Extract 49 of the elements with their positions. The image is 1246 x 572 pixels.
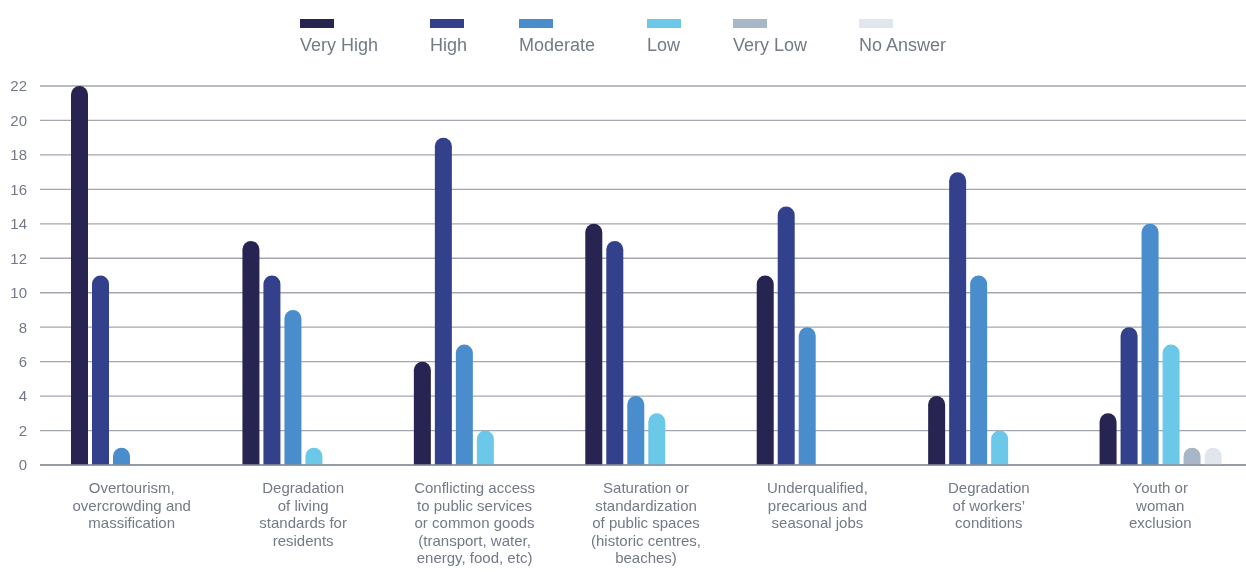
y-tick-label: 20 xyxy=(10,111,27,129)
bar xyxy=(242,241,260,465)
y-tick-label: 22 xyxy=(10,77,27,95)
y-tick-label: 14 xyxy=(10,215,27,233)
x-tick-label: Conflicting access to public services or common goods (transport, water, energy, food, etc) xyxy=(414,479,536,566)
y-tick-label: 2 xyxy=(18,421,27,439)
bar xyxy=(434,137,452,465)
x-tick-label: Degradation of workers’ conditions xyxy=(947,479,1030,531)
bar xyxy=(71,86,88,465)
bar xyxy=(928,396,946,465)
legend-label: Very High xyxy=(299,34,378,56)
bar xyxy=(263,275,281,465)
bar xyxy=(585,223,603,465)
x-tick-label: Overtourism, overcrowding and massification xyxy=(72,479,191,531)
x-tick-label: Underqualified, precarious and seasonal jobs xyxy=(766,479,868,531)
x-tick-label: Saturation or standardization of public spaces (historic centres, beaches) xyxy=(590,479,702,566)
bar xyxy=(970,275,988,465)
legend-label: No Answer xyxy=(859,34,947,56)
legend-label: Low xyxy=(647,34,681,56)
bar xyxy=(949,172,967,465)
bar xyxy=(1120,327,1138,465)
bar xyxy=(606,241,624,465)
bar xyxy=(1162,344,1180,465)
bar xyxy=(455,344,473,465)
bar xyxy=(1099,413,1117,465)
legend-label: High xyxy=(429,34,467,56)
y-tick-label: 8 xyxy=(18,318,27,336)
bar xyxy=(627,396,645,465)
bar xyxy=(777,206,795,465)
bar xyxy=(1141,223,1159,465)
y-tick-label: 0 xyxy=(18,456,27,474)
y-tick-label: 6 xyxy=(18,352,27,370)
bar xyxy=(284,309,302,465)
bar xyxy=(92,275,109,465)
y-tick-label: 4 xyxy=(18,387,27,405)
legend-label: Very Low xyxy=(733,34,808,56)
legend-label: Moderate xyxy=(518,34,596,56)
y-tick-label: 18 xyxy=(10,146,27,164)
y-tick-label: 10 xyxy=(10,284,27,302)
bar xyxy=(756,275,774,465)
bar xyxy=(991,430,1009,465)
bar xyxy=(648,413,666,465)
bar xyxy=(413,361,431,465)
bar xyxy=(798,327,816,465)
x-tick-label: Degradation of living standards for residents xyxy=(259,479,347,549)
bar xyxy=(476,430,494,465)
y-tick-label: 16 xyxy=(10,180,27,198)
x-tick-label: Youth or woman exclusion xyxy=(1129,479,1192,531)
y-tick-label: 12 xyxy=(10,249,27,267)
